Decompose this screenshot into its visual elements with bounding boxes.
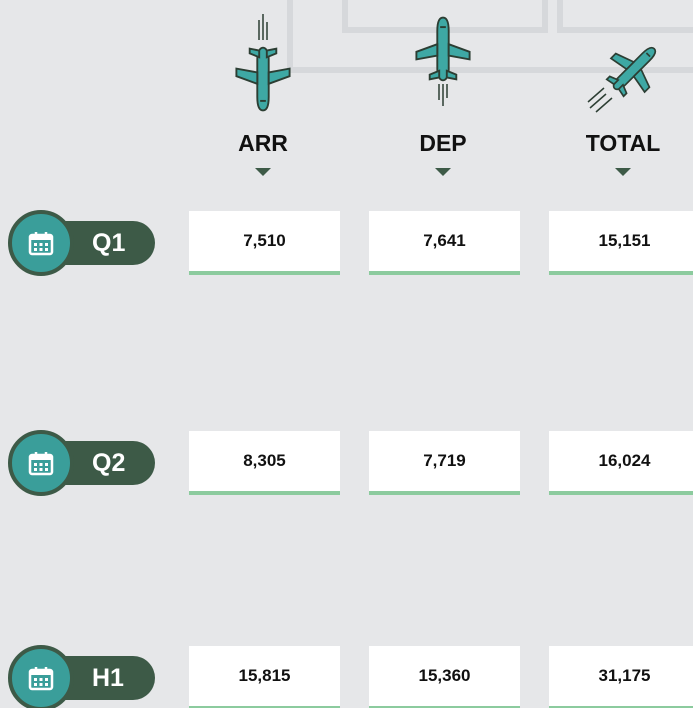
value-cell: 15,360	[369, 646, 520, 708]
calendar-icon	[28, 232, 54, 256]
header-arrow	[255, 168, 271, 176]
row-icon	[8, 645, 74, 708]
value-cell: 16,024	[549, 431, 693, 495]
total-icon	[587, 31, 672, 113]
value-cell: 15,815	[189, 646, 340, 708]
row-icon	[8, 210, 74, 276]
value-cell: 31,175	[549, 646, 693, 708]
calendar-icon	[28, 452, 54, 476]
value-cell: 7,510	[189, 211, 340, 275]
arr-icon	[235, 14, 291, 112]
value-cell: 15,151	[549, 211, 693, 275]
column-header: ARR	[238, 130, 288, 156]
dep-icon	[415, 16, 471, 106]
column-header: DEP	[419, 130, 467, 156]
calendar-icon	[28, 667, 54, 691]
column-header: TOTAL	[585, 130, 661, 156]
value-cell: 7,641	[369, 211, 520, 275]
plane-icons	[235, 14, 672, 113]
value-cell: 8,305	[189, 431, 340, 495]
value-cell: 7,719	[369, 431, 520, 495]
header-arrow	[615, 168, 631, 176]
row-icon	[8, 430, 74, 496]
header-arrow	[435, 168, 451, 176]
